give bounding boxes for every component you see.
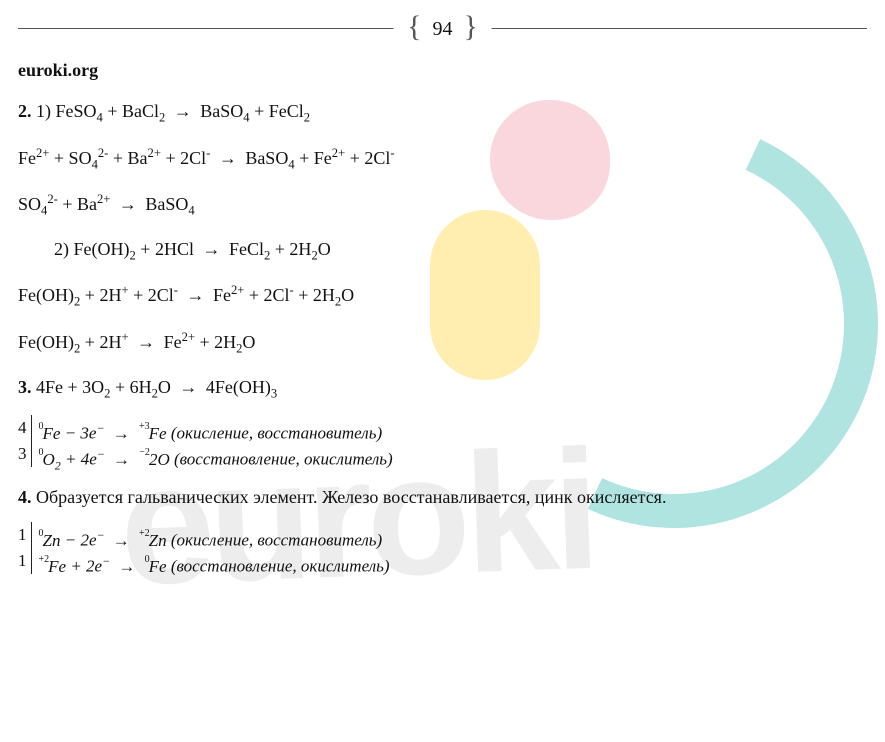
q2-eq1-ionic-net: SO42- + Ba2+ → BaSO4: [18, 192, 867, 219]
q2-part1-label: 1): [36, 101, 51, 121]
q3-half1: 0Fe − 3e− → +3Fe (окисление, восстановит…: [38, 415, 393, 441]
q2-line1: 2. 1) FeSO4 + BaCl2 → BaSO4 + FeCl2: [18, 101, 867, 126]
q4-h1-note: (окисление, восстановитель): [171, 531, 382, 550]
content: euroki.org 2. 1) FeSO4 + BaCl2 → BaSO4 +…: [0, 60, 885, 574]
q3-h1-from: 0Fe: [38, 424, 61, 443]
q4-h1-from: 0Zn: [38, 531, 61, 550]
q3-rxn-col: 0Fe − 3e− → +3Fe (окисление, восстановит…: [38, 415, 393, 467]
q4-number: 4.: [18, 487, 32, 507]
q4-line: 4. Образуется гальванических элемент. Же…: [18, 487, 867, 508]
q4-h2-note: (восстановление, окислитель): [171, 557, 390, 576]
q4-h2-from: +2Fe: [38, 557, 67, 576]
header-rule: { 94 }: [0, 10, 885, 46]
q2-eq2-ionic-full: Fe(OH)2 + 2H+ + 2Cl- → Fe2+ + 2Cl- + 2H2…: [18, 283, 867, 310]
page-number: { 94 }: [393, 10, 492, 46]
site-label: euroki.org: [18, 60, 867, 81]
q2-number: 2.: [18, 101, 32, 121]
q3-h1-note: (окисление, восстановитель): [171, 424, 382, 443]
q4-coeff-col: 1 1: [18, 522, 32, 574]
q4-half-reactions: 1 1 0Zn − 2e− → +2Zn (окисление, восстан…: [18, 522, 867, 574]
bracket-left: {: [407, 10, 421, 43]
q3-line: 3. 4Fe + 3O2 + 6H2O → 4Fe(OH)3: [18, 377, 867, 402]
q2-part2-label: 2): [54, 239, 69, 259]
q2-eq2-ionic-net: Fe(OH)2 + 2H+ → Fe2+ + 2H2O: [18, 330, 867, 357]
q4-h1-to: +2Zn: [138, 531, 167, 550]
q3-coeff-1: 4: [18, 415, 27, 441]
q4-half1: 0Zn − 2e− → +2Zn (окисление, восстановит…: [38, 522, 390, 548]
q3-half2: 0O2 + 4e− → −22O (восстановление, окисли…: [38, 441, 393, 467]
q4-rxn-col: 0Zn − 2e− → +2Zn (окисление, восстановит…: [38, 522, 390, 574]
q4-coeff-1: 1: [18, 522, 27, 548]
q3-coeff-2: 3: [18, 441, 27, 467]
q4-h2-to: 0Fe: [144, 557, 167, 576]
q3-h2-to: −22O: [138, 450, 169, 469]
q3-coeff-col: 4 3: [18, 415, 32, 467]
q4-coeff-2: 1: [18, 548, 27, 574]
bracket-right: }: [464, 10, 478, 43]
page-number-value: 94: [427, 18, 459, 40]
q3-h1-to: +3Fe: [138, 424, 167, 443]
page: euroki { 94 } euroki.org 2. 1) FeSO4 + B…: [0, 0, 885, 742]
q3-number: 3.: [18, 377, 32, 397]
q3-half-reactions: 4 3 0Fe − 3e− → +3Fe (окисление, восстан…: [18, 415, 867, 467]
q3-h2-note: (восстановление, окислитель): [174, 450, 393, 469]
q3-h2-from: 0O2: [38, 450, 61, 469]
q4-text: Образуется гальванических элемент. Желез…: [36, 487, 666, 507]
q2-line2: 2) Fe(OH)2 + 2HCl → FeCl2 + 2H2O: [18, 239, 867, 264]
q2-eq1-ionic-full: Fe2+ + SO42- + Ba2+ + 2Cl- → BaSO4 + Fe2…: [18, 146, 867, 173]
q4-half2: +2Fe + 2e− → 0Fe (восстановление, окисли…: [38, 548, 390, 574]
